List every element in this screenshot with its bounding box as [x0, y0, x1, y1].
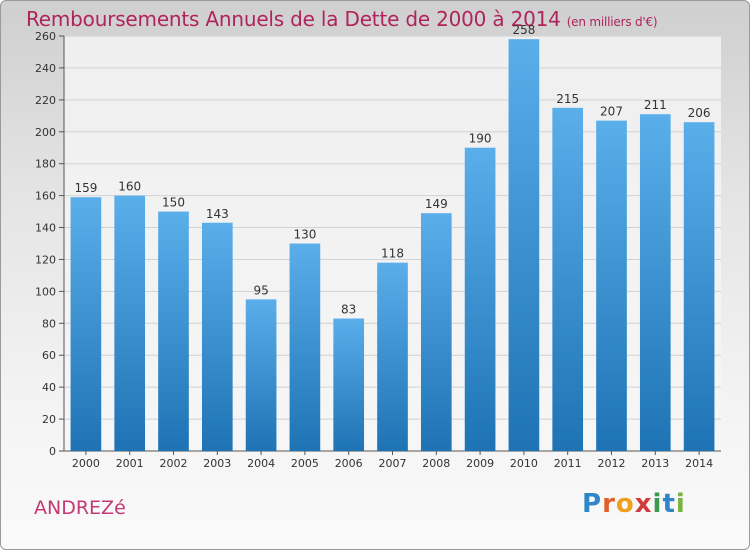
bar-2012 — [596, 120, 627, 451]
proxiti-logo: Proxiti — [582, 489, 686, 519]
data-label-2012: 207 — [600, 105, 623, 119]
bar-2008 — [420, 213, 452, 451]
bar-2003 — [201, 222, 233, 451]
x-tick-label: 2009 — [466, 457, 494, 470]
bar-2011 — [552, 107, 584, 452]
data-label-2008: 149 — [425, 197, 448, 211]
x-tick-label: 2010 — [510, 457, 538, 470]
bar-2000 — [70, 197, 102, 451]
bar-2009 — [464, 147, 496, 451]
data-label-2011: 215 — [556, 92, 579, 106]
data-label-2004: 95 — [253, 283, 268, 297]
data-label-2014: 206 — [688, 106, 711, 120]
y-tick-label: 120 — [35, 253, 56, 266]
data-label-2001: 160 — [118, 180, 141, 194]
x-tick-label: 2007 — [379, 457, 407, 470]
y-tick-label: 140 — [35, 222, 56, 235]
commune-name: ANDREZé — [34, 497, 126, 519]
bar-2007 — [377, 262, 408, 451]
x-tick-label: 2012 — [598, 457, 626, 470]
bar-2002 — [158, 211, 189, 451]
bar-2004 — [245, 299, 277, 451]
x-tick-label: 2001 — [116, 457, 144, 470]
x-tick-label: 2005 — [291, 457, 319, 470]
data-label-2010: 258 — [512, 23, 535, 37]
y-tick-label: 40 — [42, 381, 56, 394]
bar-2013 — [639, 114, 671, 451]
y-tick-label: 200 — [35, 126, 56, 139]
chart-subtitle: (en milliers d'€) — [566, 15, 658, 29]
y-tick-label: 180 — [35, 158, 56, 171]
y-tick-label: 20 — [42, 413, 56, 426]
data-label-2009: 190 — [469, 132, 492, 146]
y-tick-label: 220 — [35, 94, 56, 107]
x-tick-label: 2004 — [247, 457, 275, 470]
bar-2006 — [333, 318, 365, 451]
y-tick-label: 100 — [35, 285, 56, 298]
bar-2005 — [289, 243, 321, 451]
data-label-2002: 150 — [162, 196, 185, 210]
data-label-2005: 130 — [293, 228, 316, 242]
bar-2010 — [508, 39, 540, 451]
x-tick-label: 2011 — [554, 457, 582, 470]
x-tick-label: 2014 — [685, 457, 713, 470]
y-tick-label: 0 — [49, 445, 56, 458]
data-label-2006: 83 — [341, 303, 356, 317]
y-tick-label: 80 — [42, 317, 56, 330]
y-tick-label: 240 — [35, 62, 56, 75]
x-tick-label: 2003 — [203, 457, 231, 470]
x-tick-label: 2000 — [72, 457, 100, 470]
x-tick-label: 2002 — [160, 457, 188, 470]
x-tick-label: 2006 — [335, 457, 363, 470]
x-tick-label: 2013 — [641, 457, 669, 470]
bar-2001 — [114, 195, 146, 451]
data-label-2013: 211 — [644, 98, 667, 112]
data-label-2000: 159 — [74, 181, 97, 195]
y-tick-label: 260 — [35, 30, 56, 43]
bar-2014 — [683, 122, 715, 451]
chart-title: Remboursements Annuels de la Dette de 20… — [26, 7, 658, 31]
y-tick-label: 160 — [35, 190, 56, 203]
y-tick-label: 60 — [42, 349, 56, 362]
data-label-2003: 143 — [206, 207, 229, 221]
data-label-2007: 118 — [381, 247, 404, 261]
x-tick-label: 2008 — [422, 457, 450, 470]
